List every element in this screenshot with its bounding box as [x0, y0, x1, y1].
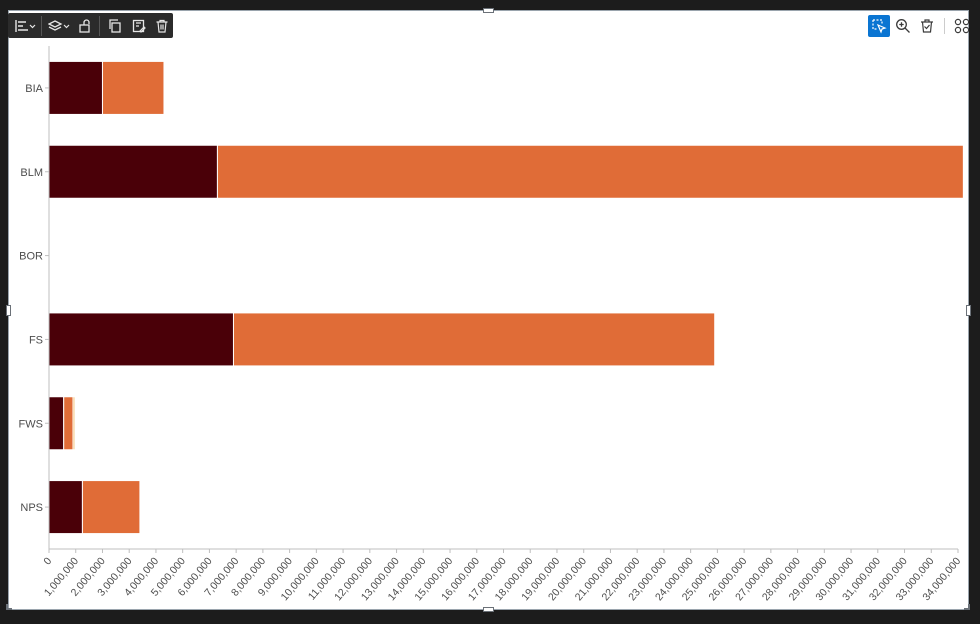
bar-fws-series-2[interactable]: [63, 396, 74, 451]
resize-handle-left[interactable]: [6, 305, 11, 316]
bar-nps-series-1[interactable]: [48, 480, 83, 535]
resize-handle-right[interactable]: [966, 305, 971, 316]
resize-handle-top[interactable]: [483, 8, 494, 13]
align-icon: [15, 19, 36, 32]
clear-selection-icon: [921, 19, 933, 33]
clear-selection-button[interactable]: [916, 15, 938, 37]
resize-handle-bottom[interactable]: [483, 607, 494, 612]
align-button[interactable]: [12, 15, 37, 36]
unlock-button[interactable]: [74, 15, 96, 36]
zoom-in-icon: [896, 19, 910, 33]
chart-frame: [8, 10, 969, 610]
select-icon: [872, 19, 887, 34]
zoom-in-button[interactable]: [892, 15, 914, 37]
save-edit-button[interactable]: [128, 15, 150, 36]
bar-fws-series-4[interactable]: [74, 396, 77, 451]
toolbar-divider: [99, 15, 101, 36]
bar-bia-series-2[interactable]: [101, 60, 165, 115]
grid-view-button[interactable]: [951, 15, 973, 37]
bar-series-group: [48, 60, 964, 535]
duplicate-button[interactable]: [104, 15, 126, 36]
bar-bor-series-1[interactable]: [48, 228, 51, 283]
save-edit-icon: [132, 19, 146, 33]
grid-view-icon: [954, 18, 970, 34]
unlock-icon: [79, 18, 90, 33]
bar-fs-series-2[interactable]: [232, 312, 716, 367]
bar-fs-series-1[interactable]: [48, 312, 234, 367]
select-button[interactable]: [868, 15, 890, 37]
bar-blm-series-2[interactable]: [216, 144, 964, 199]
layers-button[interactable]: [46, 15, 71, 36]
resize-handle-bottom-left[interactable]: [6, 604, 12, 610]
edit-toolbar: [8, 13, 173, 38]
delete-button[interactable]: [151, 15, 173, 36]
bar-fws-series-1[interactable]: [48, 396, 65, 451]
layers-icon: [48, 19, 70, 31]
duplicate-icon: [109, 18, 121, 33]
delete-icon: [156, 19, 168, 33]
toolbar-divider: [41, 15, 43, 36]
bar-nps-series-2[interactable]: [81, 480, 141, 535]
resize-handle-bottom-right[interactable]: [964, 604, 970, 610]
view-toolbar: [868, 15, 973, 37]
toolbar-divider: [944, 18, 945, 34]
bar-blm-series-1[interactable]: [48, 144, 218, 199]
bar-bia-series-1[interactable]: [48, 60, 103, 115]
